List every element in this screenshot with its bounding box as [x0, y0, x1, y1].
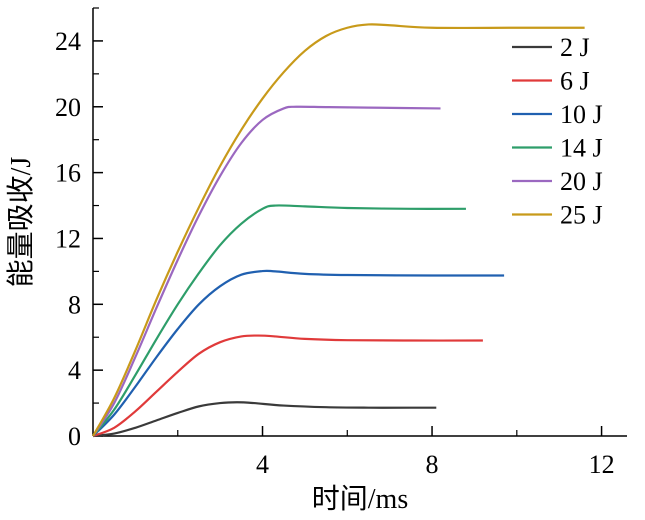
- y-axis-ticks: 0 4 8 12 16 20 24: [55, 7, 103, 451]
- series-line-5: [92, 105, 441, 437]
- legend-label-1: 2 J: [560, 33, 590, 62]
- series-lines: [92, 23, 585, 438]
- legend: 2 J 6 J 10 J 14 J 20 J 25 J: [512, 33, 603, 230]
- y-tick-label: 24: [55, 27, 81, 56]
- series-line-1: [92, 401, 437, 438]
- legend-label-4: 14 J: [560, 134, 603, 163]
- y-axis-label: 能量吸收/J: [5, 157, 37, 288]
- legend-label-5: 20 J: [560, 167, 603, 196]
- x-tick-label: 12: [589, 450, 615, 479]
- y-tick-label: 16: [55, 159, 81, 188]
- y-tick-label: 12: [55, 224, 81, 253]
- x-tick-label: 8: [426, 450, 439, 479]
- series-line-3: [92, 269, 505, 437]
- legend-label-2: 6 J: [560, 67, 590, 96]
- y-tick-label: 0: [68, 422, 81, 451]
- legend-label-6: 25 J: [560, 201, 603, 230]
- legend-label-3: 10 J: [560, 100, 603, 129]
- y-tick-label: 8: [68, 290, 81, 319]
- y-tick-label: 4: [68, 356, 81, 385]
- series-line-2: [92, 334, 483, 438]
- series-line-6: [92, 23, 585, 437]
- x-tick-label: 4: [256, 450, 269, 479]
- axes-frame: [92, 8, 627, 437]
- series-line-4: [92, 204, 466, 437]
- x-axis-label: 时间/ms: [312, 483, 408, 515]
- x-axis-ticks: 4 8 12: [177, 426, 615, 479]
- y-tick-label: 20: [55, 93, 81, 122]
